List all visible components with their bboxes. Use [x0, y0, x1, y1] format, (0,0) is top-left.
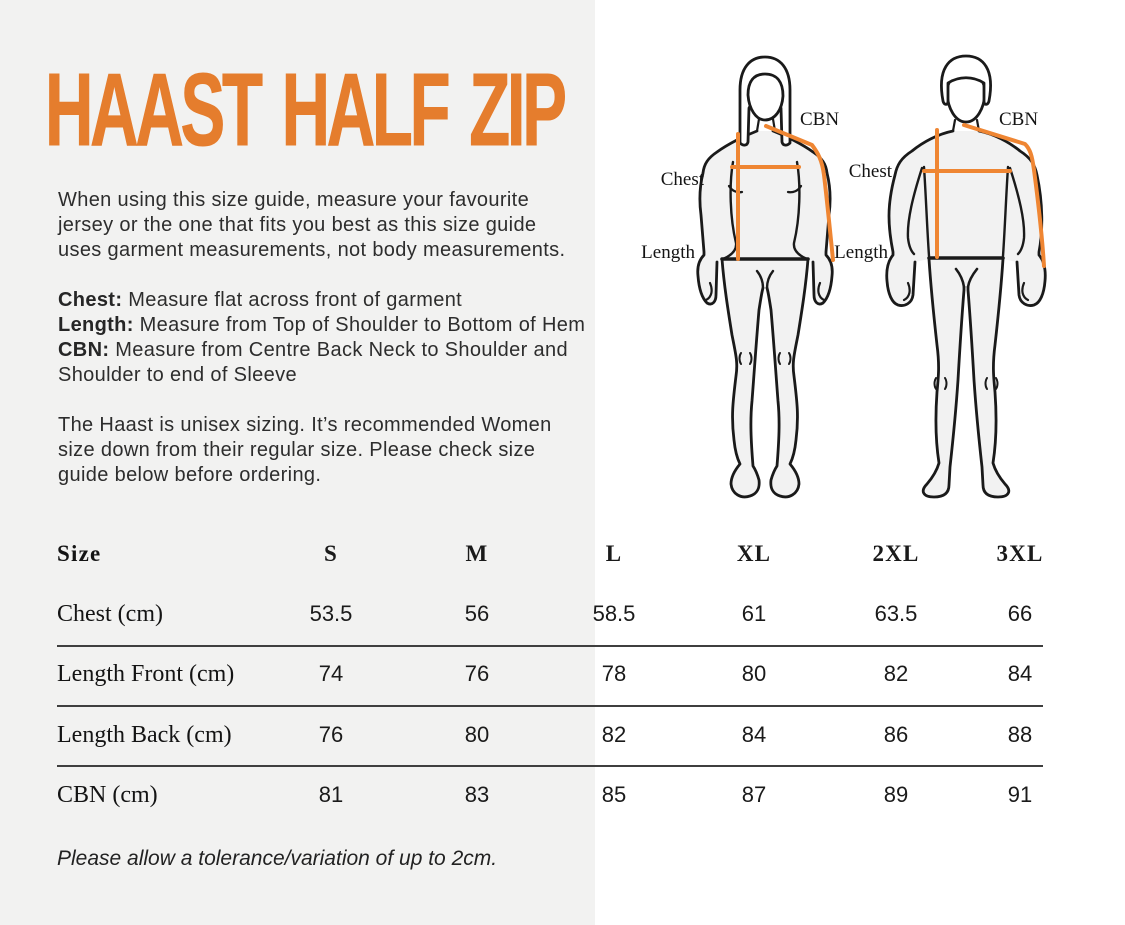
- svg-text:Length: Length: [641, 242, 695, 263]
- svg-text:CBN: CBN: [999, 109, 1038, 130]
- svg-text:Chest: Chest: [849, 161, 893, 182]
- svg-text:Length: Length: [834, 242, 888, 263]
- svg-text:Chest: Chest: [661, 169, 705, 190]
- svg-text:CBN: CBN: [800, 109, 839, 130]
